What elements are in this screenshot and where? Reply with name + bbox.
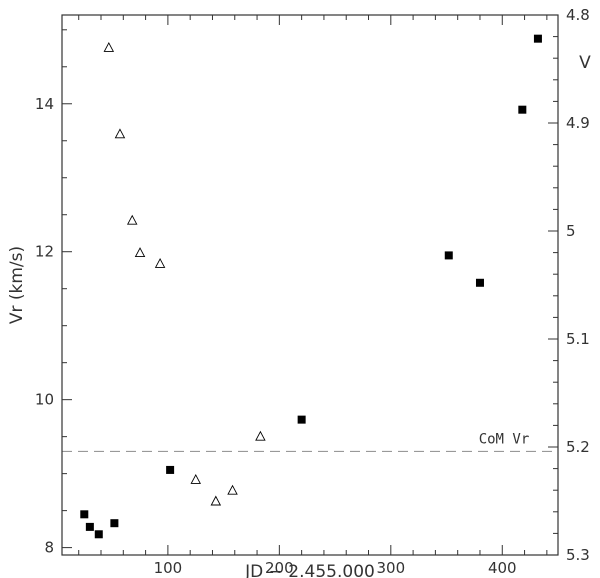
x-tick-label: 100 bbox=[154, 559, 183, 577]
data-point-square bbox=[533, 34, 542, 43]
data-point-square bbox=[518, 105, 527, 114]
y2-tick-label: 4.9 bbox=[566, 114, 590, 132]
data-marks bbox=[80, 34, 542, 539]
data-point-square bbox=[166, 465, 175, 474]
data-point-square bbox=[85, 522, 94, 531]
data-point-triangle bbox=[134, 247, 146, 258]
y-tick-label: 8 bbox=[44, 539, 54, 557]
y2-tick-label: 5.2 bbox=[566, 438, 590, 456]
data-point-triangle bbox=[255, 430, 266, 441]
plot-border bbox=[61, 14, 559, 556]
data-point-square bbox=[110, 519, 119, 528]
x-axis-label: JD − 2.455.000 bbox=[244, 562, 375, 578]
y-tick-label: 14 bbox=[35, 95, 54, 113]
data-point-triangle bbox=[103, 41, 115, 52]
x-tick-label: 200 bbox=[265, 559, 294, 577]
data-point-triangle bbox=[190, 473, 202, 484]
y2-tick-label: 5.1 bbox=[566, 330, 590, 348]
data-point-square bbox=[94, 530, 103, 539]
y-tick-label: 10 bbox=[35, 391, 54, 409]
y2-axis-label: V bbox=[579, 53, 591, 73]
y2-tick-label: 4.8 bbox=[566, 6, 590, 24]
data-point-triangle bbox=[210, 495, 222, 506]
data-point-square bbox=[475, 278, 484, 287]
plot-frame bbox=[61, 14, 559, 556]
reference-line-label: CoM Vr bbox=[479, 431, 530, 447]
y2-tick-label: 5 bbox=[566, 222, 576, 240]
x-tick-label: 300 bbox=[376, 559, 405, 577]
data-point-triangle bbox=[126, 214, 138, 225]
data-point-square bbox=[297, 415, 306, 424]
y-axis-label: Vr (km/s) bbox=[7, 246, 27, 324]
axis-ticks: 100 200 300 400 8 10 12 14 4.8 4.9 5 5.1 5.2 5.3 bbox=[35, 6, 590, 577]
data-point-triangle bbox=[154, 257, 166, 268]
y2-tick-label: 5.3 bbox=[566, 546, 590, 564]
data-point-triangle bbox=[114, 128, 126, 139]
data-point-square bbox=[80, 510, 89, 519]
y-tick-label: 12 bbox=[35, 243, 54, 261]
x-tick-label: 400 bbox=[488, 559, 517, 577]
data-point-triangle bbox=[227, 484, 238, 495]
data-point-square bbox=[444, 251, 453, 260]
